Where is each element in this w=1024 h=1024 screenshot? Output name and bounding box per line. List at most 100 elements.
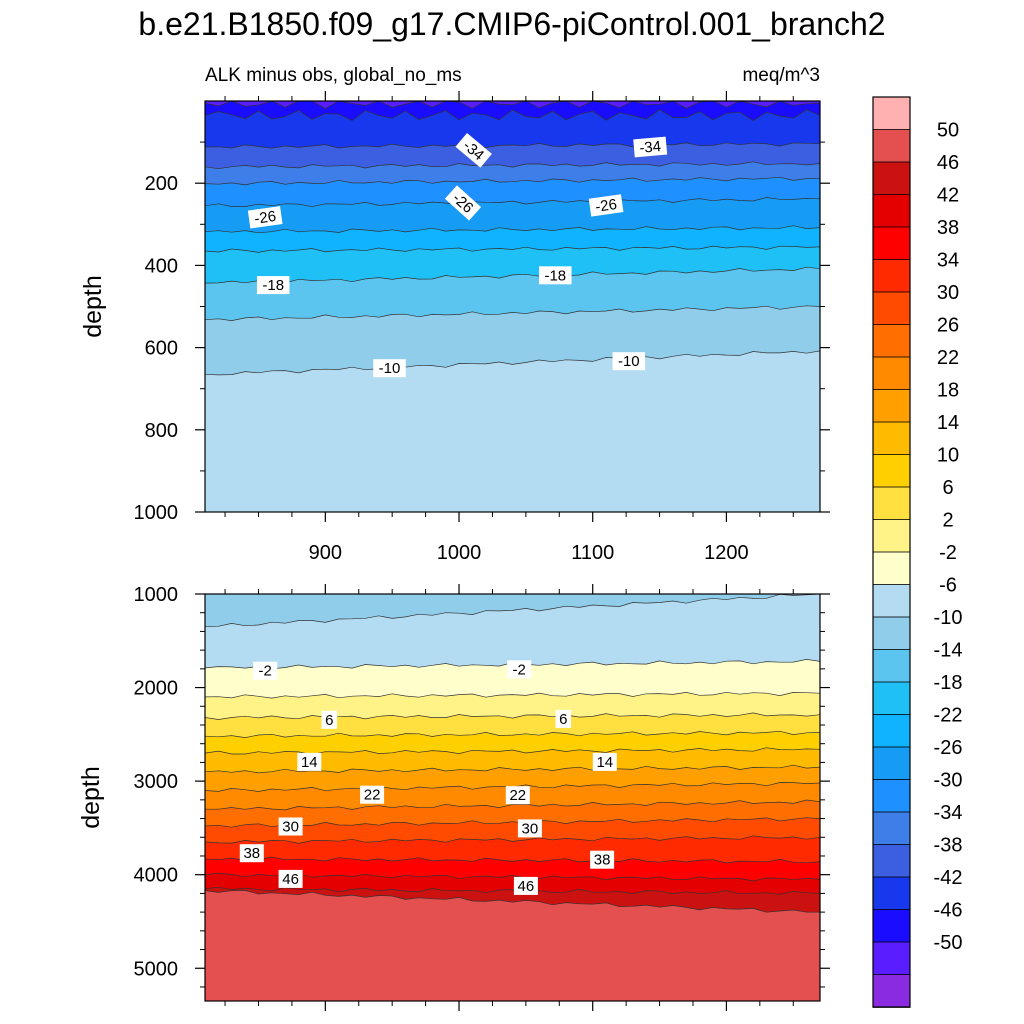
colorbar-segment bbox=[872, 649, 911, 683]
colorbar-label: -34 bbox=[934, 802, 963, 824]
y-tick-label: 4000 bbox=[134, 865, 179, 887]
contour-label: 22 bbox=[505, 786, 530, 805]
contour-line bbox=[204, 886, 821, 895]
contour-label: 30 bbox=[278, 817, 303, 836]
colorbar-label: -30 bbox=[934, 770, 963, 792]
colorbar-label: 30 bbox=[937, 282, 959, 304]
colorbar-segment bbox=[872, 681, 911, 716]
colorbar-label: 22 bbox=[937, 347, 959, 369]
colorbar-label: -38 bbox=[934, 835, 963, 857]
colorbar-segment bbox=[872, 616, 911, 651]
colorbar-segment bbox=[872, 909, 911, 943]
colorbar-label: 26 bbox=[937, 315, 959, 337]
colorbar-segment bbox=[872, 421, 911, 456]
contour-line bbox=[205, 799, 821, 811]
contour-line bbox=[204, 109, 821, 122]
y-tick-label: 200 bbox=[145, 173, 178, 195]
svg-text:-2: -2 bbox=[513, 661, 526, 678]
y-tick-label: 600 bbox=[145, 338, 178, 360]
svg-text:38: 38 bbox=[594, 852, 611, 869]
x-tick-label: 1200 bbox=[704, 542, 749, 564]
colorbar-segment bbox=[872, 259, 911, 293]
colorbar-segment bbox=[872, 96, 911, 131]
svg-text:46: 46 bbox=[282, 871, 299, 888]
colorbar-segment bbox=[872, 844, 911, 878]
contour-label: -2 bbox=[507, 660, 532, 679]
contour-line bbox=[204, 245, 821, 253]
colorbar-label: 46 bbox=[937, 152, 959, 174]
contour-line bbox=[204, 872, 821, 882]
y-tick-label: 400 bbox=[145, 255, 178, 277]
figure-title: b.e21.B1850.f09_g17.CMIP6-piControl.001_… bbox=[138, 6, 885, 42]
contour-label: 14 bbox=[297, 752, 322, 771]
contour-line bbox=[204, 730, 821, 738]
contour-line bbox=[204, 712, 821, 720]
contour-label: -34 bbox=[633, 136, 668, 158]
colorbar-segment bbox=[872, 161, 911, 196]
contour-line bbox=[204, 225, 821, 234]
contour-line bbox=[204, 161, 821, 170]
svg-text:-26: -26 bbox=[594, 196, 618, 216]
plot-frame bbox=[204, 593, 821, 1002]
contour-label: 46 bbox=[278, 869, 303, 888]
svg-text:6: 6 bbox=[559, 711, 567, 728]
colorbar-segment bbox=[872, 486, 911, 521]
contour-label: -10 bbox=[612, 352, 646, 371]
svg-text:-10: -10 bbox=[618, 353, 640, 370]
colorbar-label: 10 bbox=[937, 445, 959, 467]
svg-text:22: 22 bbox=[509, 787, 526, 804]
contour-line bbox=[204, 856, 821, 864]
contour-label: -26 bbox=[247, 206, 283, 229]
colorbar-segment bbox=[872, 714, 911, 748]
contour-label: 38 bbox=[590, 850, 615, 869]
colorbar-segment bbox=[872, 356, 911, 391]
svg-text:-18: -18 bbox=[544, 267, 566, 284]
colorbar-segment bbox=[872, 324, 911, 358]
colorbar-label: -18 bbox=[934, 672, 963, 694]
colorbar-segment bbox=[872, 519, 911, 553]
colorbar-segment bbox=[872, 941, 911, 976]
contour-line bbox=[204, 197, 821, 208]
svg-text:38: 38 bbox=[243, 845, 260, 862]
svg-text:-2: -2 bbox=[259, 663, 272, 680]
svg-text:46: 46 bbox=[518, 878, 535, 895]
contour-label: -10 bbox=[373, 359, 406, 378]
contour-label: -26 bbox=[588, 194, 624, 217]
svg-text:14: 14 bbox=[596, 754, 613, 771]
x-tick-label: 1000 bbox=[437, 542, 482, 564]
colorbar-label: 42 bbox=[937, 185, 959, 207]
subtitle-left: ALK minus obs, global_no_ms bbox=[205, 65, 462, 86]
y-tick-label: 5000 bbox=[134, 958, 179, 980]
colorbar-label: -42 bbox=[934, 867, 963, 889]
colorbar-label: -22 bbox=[934, 705, 963, 727]
contour-line bbox=[204, 890, 821, 913]
contour-line bbox=[204, 176, 821, 186]
contour-label: 6 bbox=[321, 710, 338, 729]
contour-label: 46 bbox=[513, 876, 538, 895]
subtitle-right: meq/m^3 bbox=[742, 65, 820, 86]
colorbar-segment bbox=[872, 746, 911, 781]
contour-label: -18 bbox=[539, 266, 572, 285]
colorbar-label: -26 bbox=[934, 737, 963, 759]
colorbar-label: 18 bbox=[937, 380, 959, 402]
y-axis-label: depth bbox=[79, 275, 107, 338]
contour-line bbox=[204, 764, 821, 774]
colorbar-label: -46 bbox=[934, 900, 963, 922]
colorbar-label: 34 bbox=[937, 250, 959, 272]
y-tick-label: 3000 bbox=[134, 771, 179, 793]
y-tick-label: 800 bbox=[145, 420, 178, 442]
svg-text:30: 30 bbox=[282, 819, 299, 836]
y-tick-label: 1000 bbox=[134, 584, 179, 606]
svg-text:30: 30 bbox=[522, 820, 539, 837]
contour-line bbox=[204, 593, 821, 628]
x-tick-label: 1100 bbox=[571, 542, 614, 564]
colorbar-segment bbox=[872, 226, 911, 261]
x-tick-label: 900 bbox=[309, 542, 342, 564]
colorbar-segment bbox=[872, 811, 911, 846]
svg-text:6: 6 bbox=[325, 712, 333, 729]
contour-label: 30 bbox=[517, 819, 542, 838]
contour-line bbox=[204, 142, 821, 149]
colorbar-label: -14 bbox=[934, 640, 963, 662]
